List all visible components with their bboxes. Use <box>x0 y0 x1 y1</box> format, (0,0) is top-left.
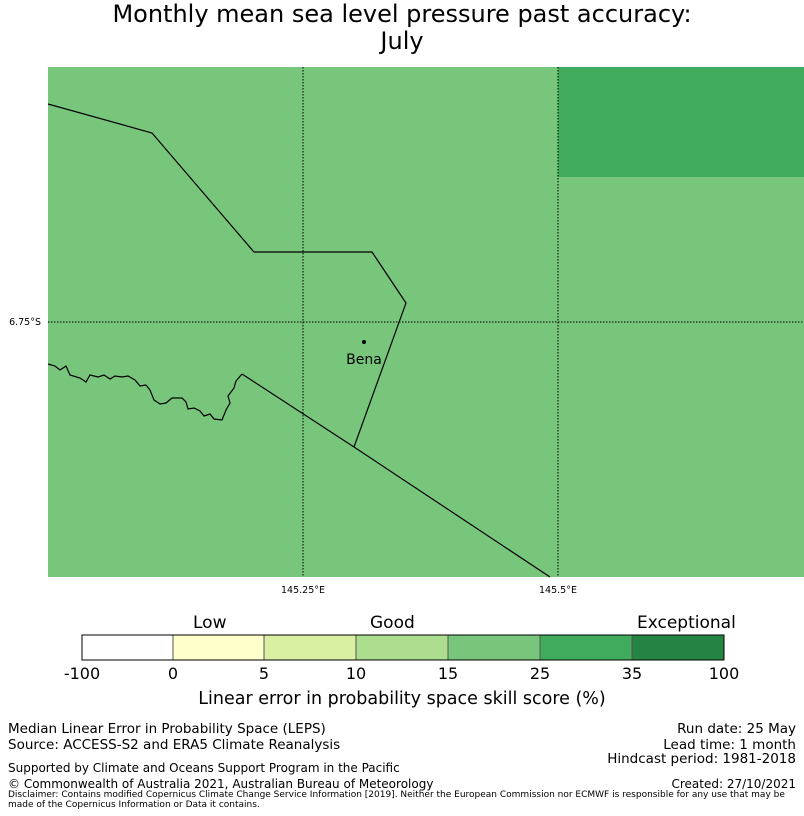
bena-marker <box>362 340 366 344</box>
colorbar-tick: 10 <box>345 664 367 683</box>
colorbar-tick: 25 <box>529 664 551 683</box>
footer-hindcast-period: Hindcast period: 1981-2018 <box>607 751 796 767</box>
province-boundary <box>47 103 407 448</box>
colorbar-bin-5-10 <box>263 634 357 661</box>
colorbar <box>81 634 725 661</box>
lon-label-145-25: 145.25°E <box>281 585 325 596</box>
footer-support: Supported by Climate and Oceans Support … <box>8 761 400 775</box>
colorbar-tick: 0 <box>167 664 179 683</box>
colorbar-bin-10-15 <box>355 634 449 661</box>
footer-run-date: Run date: 25 May <box>677 721 796 737</box>
colorbar-tick: 5 <box>258 664 270 683</box>
footer-copyright: © Commonwealth of Australia 2021, Austra… <box>8 777 434 791</box>
footer-disclaimer: Disclaimer: Contains modified Copernicus… <box>8 790 785 810</box>
province-boundary-west <box>47 363 243 421</box>
colorbar-tick: 100 <box>708 664 740 683</box>
colorbar-bin-0-5 <box>172 634 265 661</box>
colorbar-bin-15-25 <box>447 634 541 661</box>
colorbar-title: Linear error in probability space skill … <box>198 689 606 709</box>
colorbar-tick: 15 <box>437 664 459 683</box>
colorbar-frame <box>81 634 725 661</box>
colorbar-tick: -100 <box>63 664 101 683</box>
lat-label: 6.75°S <box>9 317 41 328</box>
colorbar-label-exceptional: Exceptional <box>637 613 736 633</box>
chart-title-line2: July <box>380 27 424 55</box>
skill-cell-better <box>558 67 804 177</box>
bena-label: Bena <box>346 352 382 368</box>
footer-source: Source: ACCESS-S2 and ERA5 Climate Reana… <box>8 737 341 753</box>
colorbar-bin-neg100-0 <box>81 634 174 661</box>
colorbar-label-low: Low <box>193 613 227 633</box>
colorbar-bin-25-35 <box>539 634 633 661</box>
footer-lead-time: Lead time: 1 month <box>663 737 796 753</box>
province-boundary-south <box>241 373 551 578</box>
footer-method: Median Linear Error in Probability Space… <box>8 721 326 737</box>
colorbar-bin-35-100 <box>631 634 725 661</box>
colorbar-label-good: Good <box>370 613 415 633</box>
lon-label-145-5: 145.5°E <box>539 585 577 596</box>
footer-created: Created: 27/10/2021 <box>671 777 796 791</box>
colorbar-tick: 35 <box>621 664 643 683</box>
chart-title-line1: Monthly mean sea level pressure past acc… <box>112 0 692 28</box>
